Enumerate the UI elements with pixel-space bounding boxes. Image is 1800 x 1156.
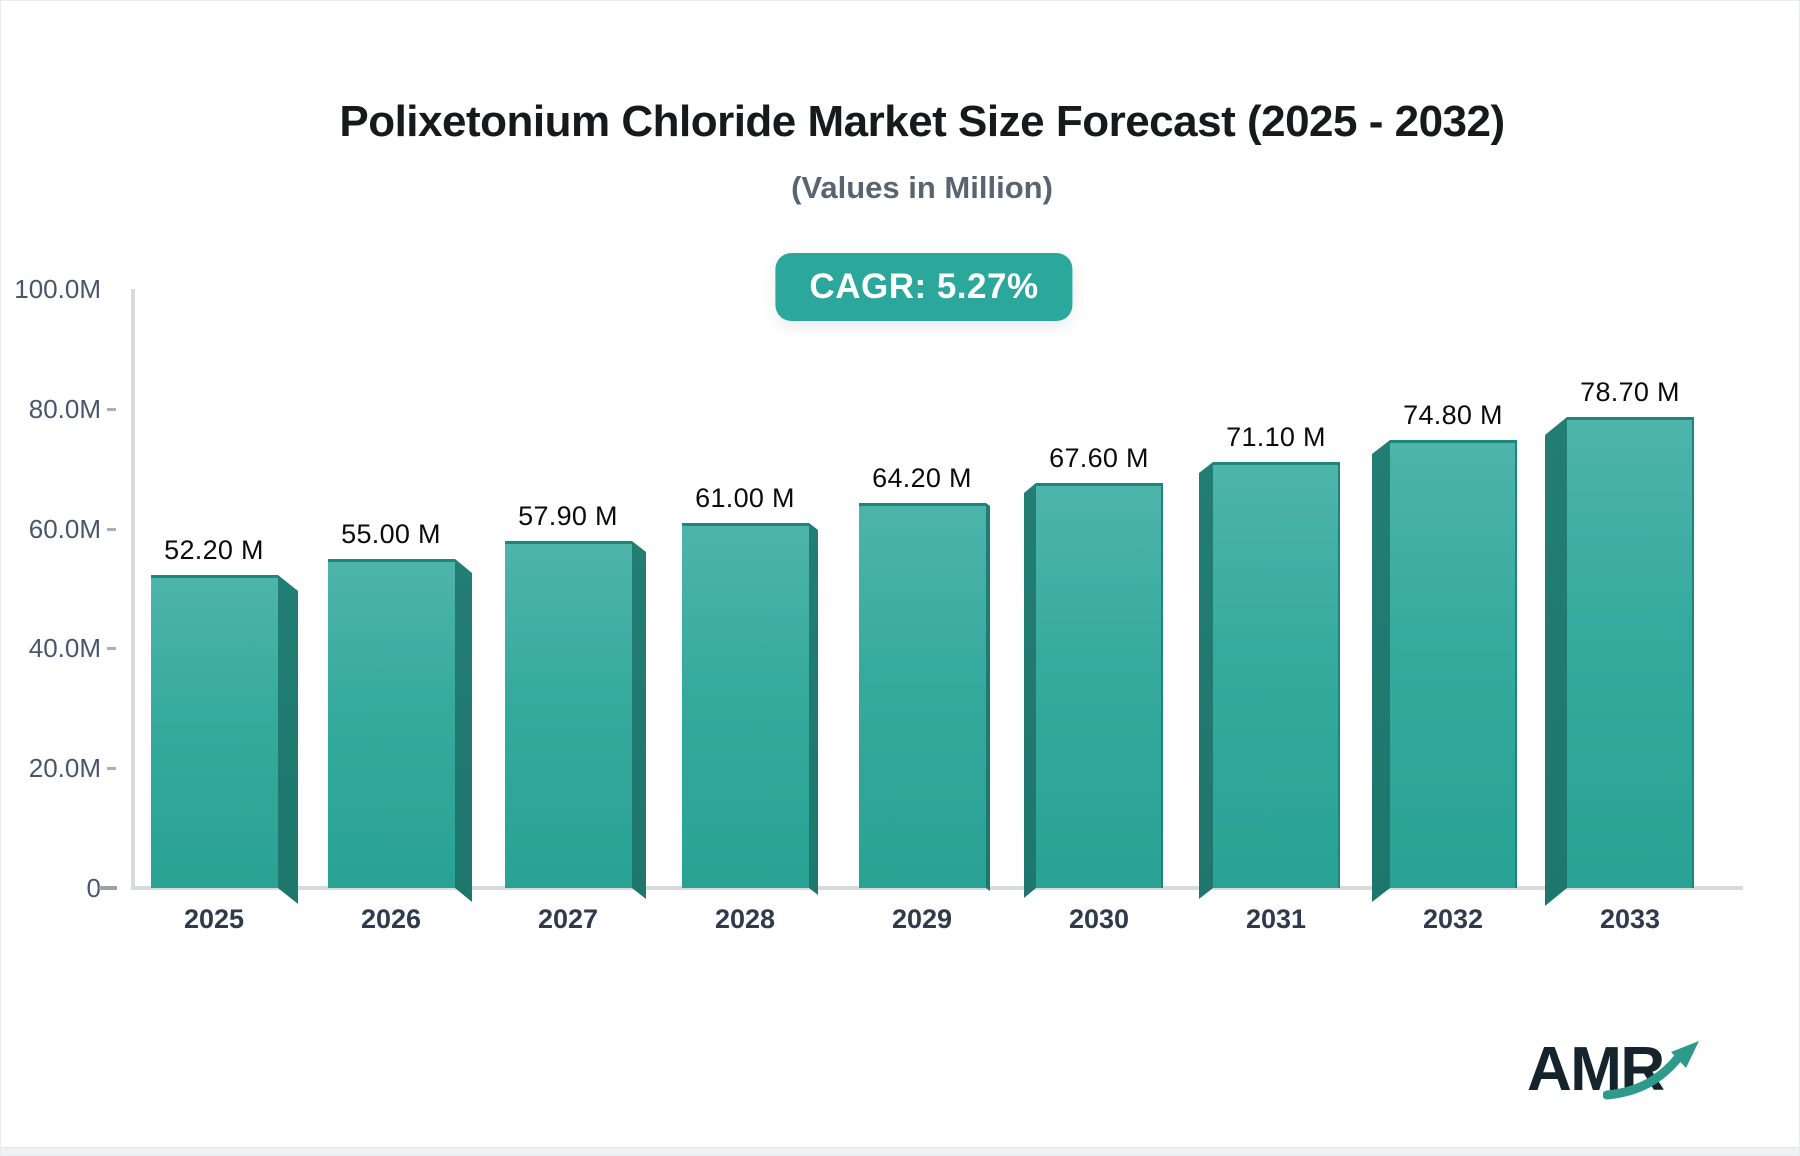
bar <box>1390 440 1517 888</box>
bar-side-face <box>278 575 298 904</box>
bar-side-face <box>455 559 472 902</box>
x-axis-label: 2031 <box>1245 904 1307 934</box>
bar-value-label: 78.70 M <box>1580 377 1680 407</box>
bar <box>505 541 632 888</box>
bar <box>328 559 455 888</box>
bar-value-label: 67.60 M <box>1049 443 1149 473</box>
bar <box>682 523 809 888</box>
y-axis-tick <box>107 647 116 651</box>
growth-arrow-icon <box>1603 1041 1699 1100</box>
bar-value-label: 55.00 M <box>341 519 441 549</box>
y-axis-tick <box>107 407 116 411</box>
x-axis-label: 2032 <box>1422 904 1484 934</box>
y-axis-tick <box>99 886 117 890</box>
bar <box>1567 417 1694 888</box>
amr-logo: AMR <box>1527 1039 1699 1103</box>
bar <box>859 503 986 888</box>
bar-side-face <box>986 503 990 891</box>
bar-value-label: 71.10 M <box>1226 422 1326 452</box>
cagr-badge: CAGR: 5.27% <box>775 253 1073 321</box>
bar-side-face <box>1545 417 1567 906</box>
bar <box>1036 483 1163 888</box>
bar-side-face <box>1024 483 1036 898</box>
x-axis-label: 2030 <box>1068 904 1130 934</box>
bar <box>1213 462 1340 888</box>
bar <box>151 575 278 888</box>
y-axis-label: 100.0M <box>14 274 101 304</box>
x-axis-label: 2025 <box>183 904 245 934</box>
x-axis-label: 2028 <box>714 904 776 934</box>
chart-title: Polixetonium Chloride Market Size Foreca… <box>339 97 1505 146</box>
y-axis-label: 20.0M <box>28 753 101 784</box>
x-axis-label: 2029 <box>891 904 953 934</box>
x-axis-label: 2027 <box>537 904 599 934</box>
bar-value-label: 57.90 M <box>518 501 618 531</box>
bar-side-face <box>1372 440 1390 902</box>
x-axis-label: 2026 <box>360 904 422 934</box>
x-axis-label: 2033 <box>1599 904 1661 934</box>
bar-side-face <box>1199 462 1213 899</box>
y-axis-label: 40.0M <box>28 633 101 664</box>
y-axis-label: 80.0M <box>28 393 101 424</box>
y-axis-line <box>131 289 135 890</box>
y-axis-label: 60.0M <box>28 513 101 544</box>
y-axis-tick <box>107 767 116 771</box>
bar-value-label: 52.20 M <box>164 535 264 565</box>
chart-subtitle: (Values in Million) <box>791 170 1053 205</box>
bottom-border <box>1 1147 1799 1155</box>
y-axis-label: 0 <box>86 873 101 903</box>
bar-value-label: 64.20 M <box>872 463 972 493</box>
bar-value-label: 61.00 M <box>695 483 795 513</box>
bar-side-face <box>632 541 646 899</box>
bar-value-label: 74.80 M <box>1403 400 1503 430</box>
y-axis-tick <box>107 527 116 531</box>
bar-side-face <box>809 523 818 895</box>
x-axis-line <box>131 886 1743 890</box>
